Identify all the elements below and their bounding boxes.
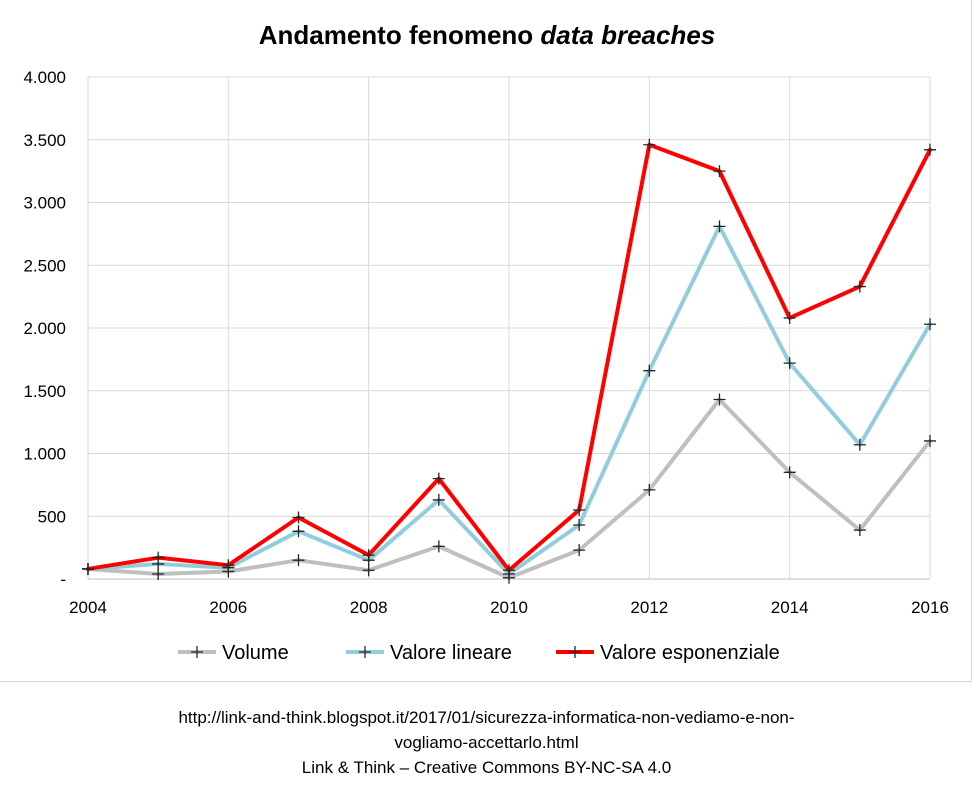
data-point-series-3 (924, 143, 936, 156)
data-point-series-1 (362, 564, 375, 577)
legend-marker (191, 646, 203, 658)
x-tick-label: 2014 (771, 598, 809, 617)
data-point-series-1 (713, 393, 726, 406)
data-point-series-3 (503, 564, 515, 577)
license-text: Link & Think – Creative Commons BY-NC-SA… (301, 758, 672, 777)
data-point-series-3 (853, 280, 866, 293)
legend-marker (569, 646, 581, 658)
data-point-series-3 (432, 472, 445, 485)
chart-title-emphasis: data breaches (540, 20, 715, 50)
y-tick-label: 4.000 (23, 68, 66, 87)
data-point-series-2 (713, 220, 726, 233)
data-point-series-2 (783, 357, 796, 370)
data-point-series-1 (853, 524, 866, 537)
chart-title: Andamento fenomeno data breaches (259, 20, 716, 50)
data-point-series-3 (152, 551, 165, 564)
source-url-line-1: http://link-and-think.blogspot.it/2017/0… (178, 708, 795, 727)
source-url-line-2: vogliamo-accettarlo.html (394, 733, 579, 752)
x-tick-label: 2016 (911, 598, 949, 617)
data-point-series-3 (643, 138, 656, 151)
y-tick-label: 1.000 (23, 445, 66, 464)
data-point-series-1 (643, 483, 656, 496)
x-tick-label: 2004 (69, 598, 107, 617)
y-tick-label: 2.500 (23, 256, 66, 275)
data-point-series-2 (853, 438, 866, 451)
data-point-series-1 (292, 554, 305, 567)
data-point-series-3 (573, 503, 586, 516)
x-tick-label: 2010 (490, 598, 528, 617)
data-point-series-2 (432, 493, 445, 506)
data-point-series-1 (783, 466, 796, 479)
data-point-series-1 (924, 434, 936, 447)
legend: Volume Valore lineare Valore esponenziale (178, 642, 780, 664)
data-point-series-3 (713, 165, 726, 178)
data-point-series-3 (292, 511, 305, 524)
y-tick-label: 500 (38, 507, 66, 526)
line-chart: Andamento fenomeno data breaches - 500 1.0… (23, 20, 948, 664)
data-point-series-2 (924, 318, 936, 331)
chart-area: Andamento fenomeno data breaches - 500 1.0… (0, 0, 972, 682)
legend-label: Valore esponenziale (600, 642, 780, 664)
data-point-series-2 (573, 519, 586, 532)
data-point-series-3 (82, 562, 94, 575)
y-tick-label: 2.000 (23, 319, 66, 338)
legend-marker (359, 646, 371, 658)
y-tick-label: - (60, 570, 66, 589)
data-point-series-1 (432, 540, 445, 553)
x-tick-label: 2006 (209, 598, 247, 617)
data-point-series-1 (152, 567, 165, 580)
legend-label: Volume (222, 642, 289, 664)
y-tick-label: 1.500 (23, 382, 66, 401)
x-tick-label: 2008 (350, 598, 388, 617)
legend-label: Valore lineare (390, 642, 512, 664)
data-point-series-2 (643, 364, 656, 377)
data-point-series-3 (783, 311, 796, 324)
x-tick-label: 2012 (630, 598, 668, 617)
data-point-series-1 (573, 544, 586, 557)
data-point-series-2 (292, 525, 305, 538)
gridlines (87, 76, 931, 579)
y-tick-label: 3.000 (23, 194, 66, 213)
y-tick-label: 3.500 (23, 131, 66, 150)
axes: - 500 1.000 1.500 2.000 2.500 3.000 3.500 4.000 2… (23, 68, 948, 617)
data-markers (82, 138, 936, 584)
data-point-series-3 (362, 549, 375, 562)
chart-title-main: Andamento fenomeno (259, 20, 541, 50)
data-point-series-3 (222, 559, 235, 572)
